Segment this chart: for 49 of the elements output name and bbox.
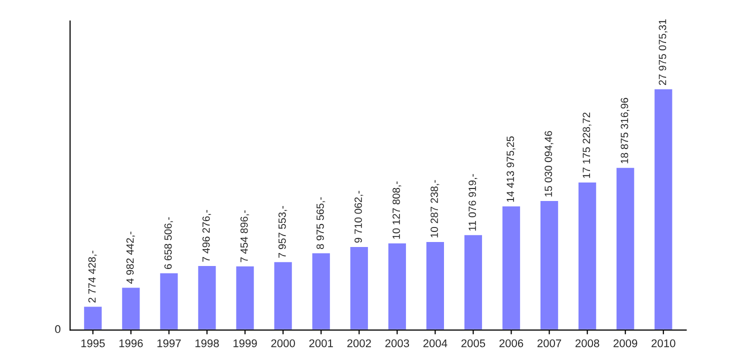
bar xyxy=(577,181,598,330)
bar xyxy=(272,260,294,330)
data-label: 27 975 075,31 xyxy=(658,19,668,85)
bar xyxy=(386,242,408,330)
data-label: 4 982 442,- xyxy=(126,232,135,284)
bar xyxy=(424,240,446,330)
data-label: 7 496 276,- xyxy=(202,210,212,262)
data-label: 7 454 896,- xyxy=(240,210,250,262)
x-tick-label: 2000 xyxy=(271,339,295,348)
data-label: 2 774 428,- xyxy=(88,250,97,302)
data-label: 15 030 094,46 xyxy=(544,131,554,196)
x-tick-label: 2001 xyxy=(309,339,333,348)
bar xyxy=(348,246,370,330)
bar xyxy=(653,88,674,330)
bar xyxy=(120,286,142,330)
x-tick-label: 1996 xyxy=(119,339,143,348)
data-label: 11 076 919,- xyxy=(468,174,478,231)
bar xyxy=(615,166,636,330)
data-label: 8 975 565,- xyxy=(316,197,326,250)
x-tick-label: 1999 xyxy=(234,339,257,348)
bar xyxy=(234,265,256,330)
data-label: 18 875 316,96 xyxy=(620,98,630,164)
bar xyxy=(82,305,104,330)
x-tick-label: 1997 xyxy=(157,339,181,348)
x-tick-label: 1998 xyxy=(195,339,219,348)
x-tick-label: 2004 xyxy=(423,339,448,348)
bar xyxy=(196,264,218,330)
x-tick-label: 2008 xyxy=(576,339,600,348)
x-tick-label: 2005 xyxy=(461,339,486,348)
x-tick-label: 2002 xyxy=(347,339,371,348)
data-label: 14 413 975,25 xyxy=(506,136,516,202)
x-tick-label: 2007 xyxy=(537,339,562,348)
data-label: 17 175 228,72 xyxy=(582,112,592,178)
bar xyxy=(463,234,484,330)
bar xyxy=(158,272,180,330)
bar xyxy=(539,200,560,330)
bar xyxy=(501,204,522,330)
x-tick-label: 2010 xyxy=(652,339,676,348)
data-label: 10 287 238,- xyxy=(430,180,440,238)
data-label: 9 710 062,- xyxy=(354,190,364,243)
bar xyxy=(310,252,332,330)
x-tick-label: 2006 xyxy=(499,339,524,348)
data-label: 6 658 506,- xyxy=(164,217,173,269)
x-tick-label: 2003 xyxy=(385,339,410,348)
x-tick-label: 2009 xyxy=(614,339,638,348)
x-tick-label: 1995 xyxy=(81,339,105,348)
data-label: 10 127 808,- xyxy=(392,182,402,239)
data-label: 7 957 553,- xyxy=(278,206,288,258)
text: 0 xyxy=(55,325,60,334)
